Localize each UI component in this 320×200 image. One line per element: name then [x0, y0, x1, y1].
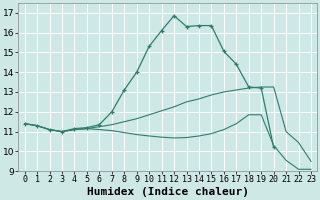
X-axis label: Humidex (Indice chaleur): Humidex (Indice chaleur) — [87, 187, 249, 197]
